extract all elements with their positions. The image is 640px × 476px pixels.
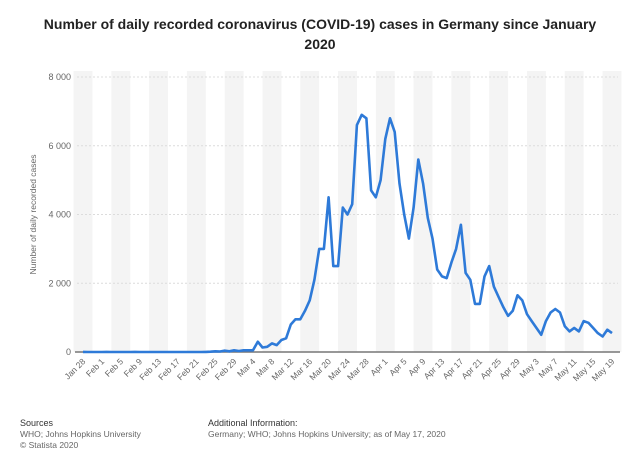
- additional-info-block: Additional Information: Germany; WHO; Jo…: [208, 418, 446, 440]
- sources-block: Sources WHO; Johns Hopkins University © …: [20, 418, 141, 451]
- x-tick-label: Jan 28: [62, 356, 87, 381]
- grid-band: [111, 71, 131, 352]
- info-text: Germany; WHO; Johns Hopkins University; …: [208, 429, 446, 439]
- info-title: Additional Information:: [208, 418, 298, 428]
- grid-band: [224, 71, 244, 352]
- sources-text: WHO; Johns Hopkins University: [20, 429, 141, 439]
- grid-band: [375, 71, 395, 352]
- grid-band: [149, 71, 169, 352]
- y-axis-label: Number of daily recorded cases: [28, 154, 38, 274]
- copyright: © Statista 2020: [20, 440, 79, 450]
- grid-band: [300, 71, 320, 352]
- y-tick-label: 8 000: [48, 72, 71, 82]
- grid-band: [413, 71, 433, 352]
- chart-title: Number of daily recorded coronavirus (CO…: [43, 16, 597, 52]
- grid-band: [526, 71, 546, 352]
- y-tick-label: 0: [66, 347, 71, 357]
- grid-band: [186, 71, 206, 352]
- x-tick-label: Mar 28: [345, 356, 371, 382]
- x-tick-label: May 3: [517, 356, 541, 380]
- grid-band: [564, 71, 584, 352]
- grid-band: [602, 71, 622, 352]
- x-tick-label: Apr 29: [497, 356, 522, 381]
- x-tick-label: Apr 5: [387, 356, 409, 378]
- sources-title: Sources: [20, 418, 54, 428]
- x-tick-label: Feb 5: [103, 356, 126, 379]
- x-tick-label: Feb 29: [213, 356, 239, 382]
- x-tick-label: Mar 4: [235, 356, 258, 379]
- grid-band: [262, 71, 282, 352]
- y-tick-label: 2 000: [48, 278, 71, 288]
- x-tick-label: Apr 1: [368, 356, 390, 378]
- y-tick-label: 4 000: [48, 210, 71, 220]
- grid-band: [451, 71, 471, 352]
- x-tick-label: Feb 1: [84, 356, 107, 379]
- y-tick-label: 6 000: [48, 141, 71, 151]
- grid-band: [73, 71, 93, 352]
